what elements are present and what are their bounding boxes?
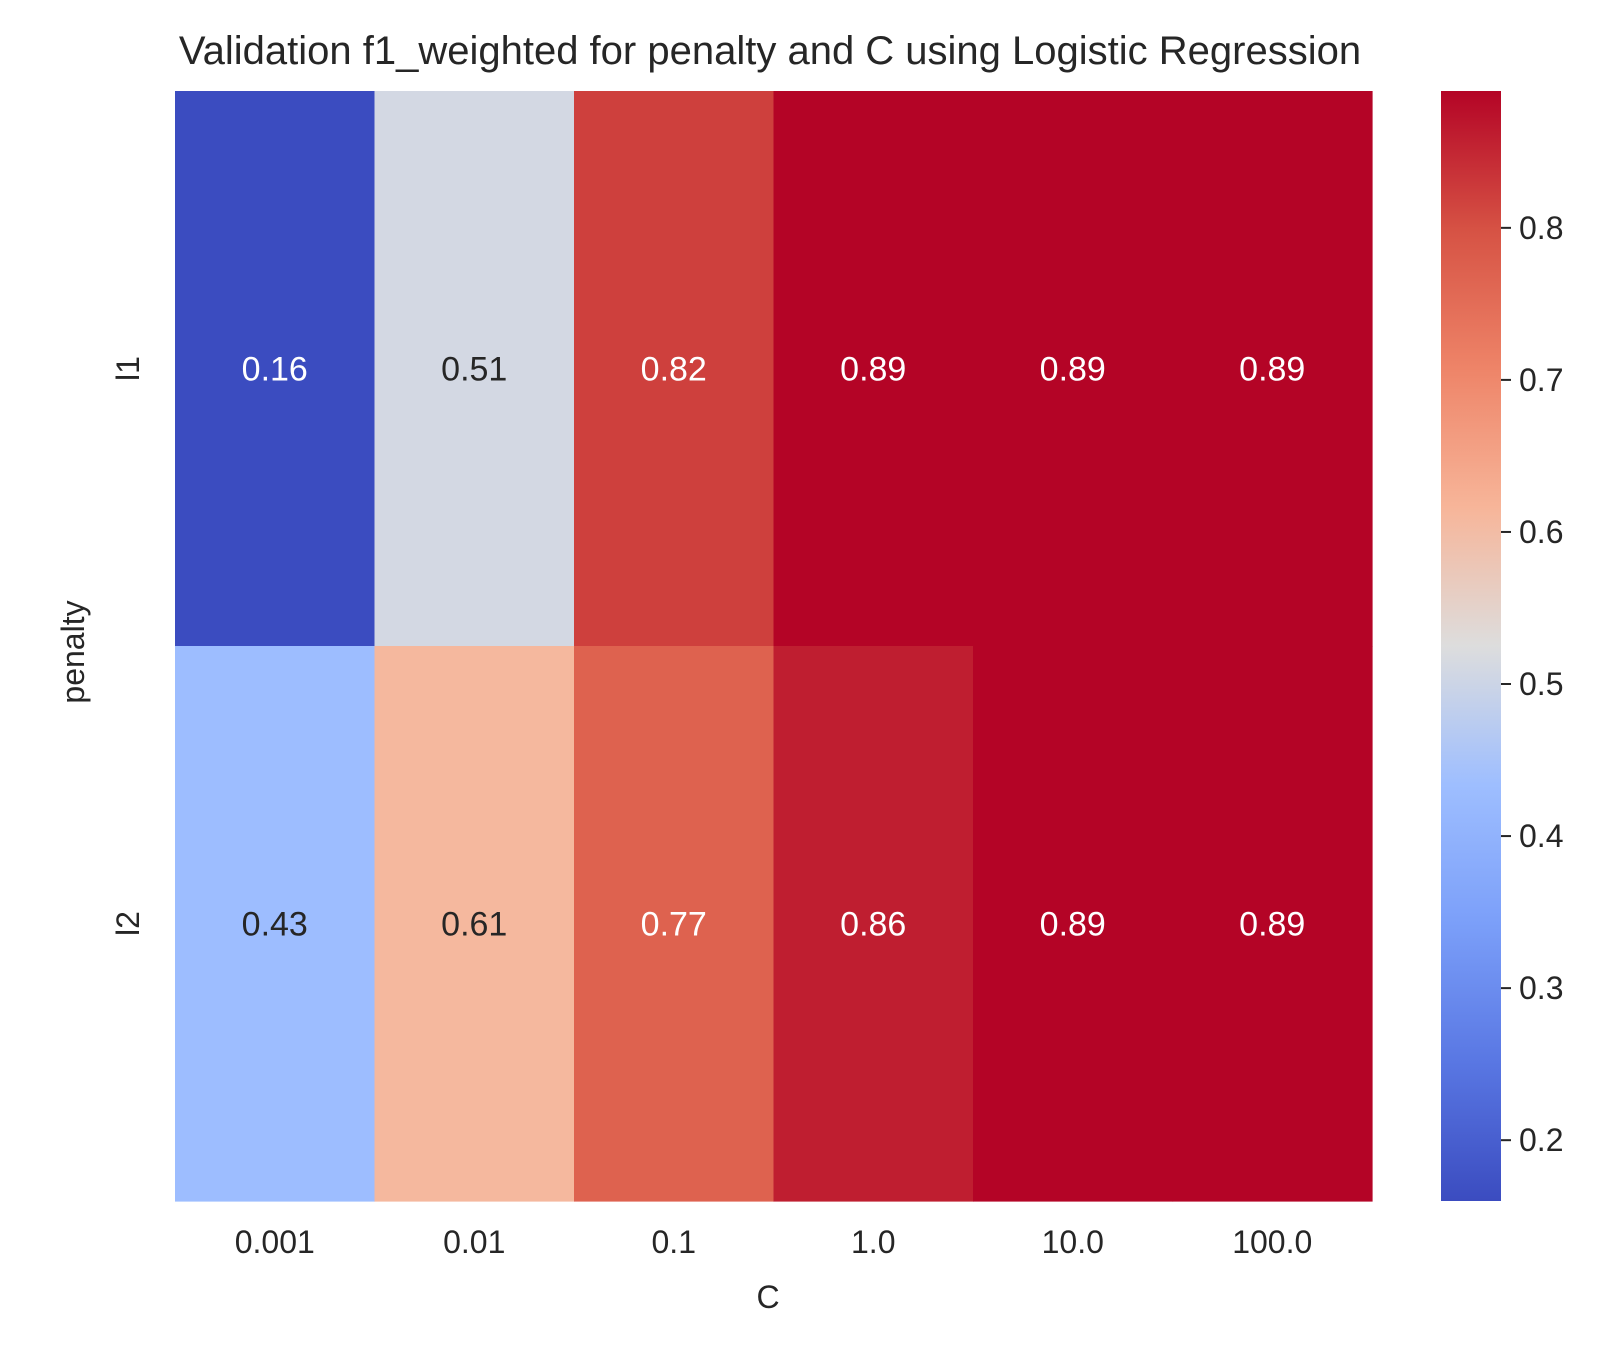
chart-title: Validation f1_weighted for penalty and C… bbox=[179, 29, 1361, 73]
heatmap-cell-l2-10.0 bbox=[973, 646, 1174, 1202]
heatmap-cell-l1-0.01 bbox=[374, 91, 575, 647]
cell-value-label: 0.77 bbox=[641, 906, 707, 944]
heatmap-cell-l1-100.0 bbox=[1172, 91, 1373, 647]
y-tick-labels: l1 l2 bbox=[110, 356, 146, 936]
cell-value-label: 0.51 bbox=[441, 351, 507, 389]
cell-value-label: 0.89 bbox=[1239, 906, 1305, 944]
heatmap-cell-l1-0.1 bbox=[574, 91, 775, 647]
heatmap-cell-l2-0.1 bbox=[574, 646, 775, 1202]
x-tick-label: 0.01 bbox=[443, 1224, 505, 1260]
x-tick-label: 100.0 bbox=[1232, 1224, 1312, 1260]
x-tick-labels: 0.001 0.01 0.1 1.0 10.0 100.0 bbox=[235, 1224, 1313, 1260]
y-tick-label: l1 bbox=[110, 356, 146, 381]
colorbar-tick-label: 0.4 bbox=[1519, 818, 1563, 854]
heatmap-cell-l2-0.01 bbox=[374, 646, 575, 1202]
heatmap-cell-l2-1.0 bbox=[773, 646, 974, 1202]
x-tick-label: 0.1 bbox=[652, 1224, 696, 1260]
cell-value-label: 0.16 bbox=[242, 351, 308, 389]
colorbar-tick-label: 0.3 bbox=[1519, 970, 1563, 1006]
cell-value-label: 0.86 bbox=[840, 906, 906, 944]
heatmap-cell-l1-1.0 bbox=[773, 91, 974, 647]
heatmap-cell-l2-0.001 bbox=[175, 646, 376, 1202]
heatmap-cell-labels: 0.16 0.51 0.82 0.89 0.89 0.89 0.43 0.61 0.77 0.86… bbox=[242, 351, 1306, 944]
heatmap-cell-l2-100.0 bbox=[1172, 646, 1373, 1202]
cell-value-label: 0.89 bbox=[1239, 351, 1305, 389]
colorbar bbox=[1441, 91, 1501, 1201]
cell-value-label: 0.43 bbox=[242, 906, 308, 944]
colorbar-tick-label: 0.5 bbox=[1519, 666, 1563, 702]
colorbar-tick-label: 0.6 bbox=[1519, 514, 1563, 550]
x-axis-label: C bbox=[756, 1279, 779, 1315]
x-tick-label: 0.001 bbox=[235, 1224, 315, 1260]
y-axis-label: penalty bbox=[55, 600, 91, 703]
cell-value-label: 0.89 bbox=[1040, 906, 1106, 944]
x-tick-label: 10.0 bbox=[1042, 1224, 1104, 1260]
heatmap-cell-l1-0.001 bbox=[175, 91, 376, 647]
cell-value-label: 0.89 bbox=[1040, 351, 1106, 389]
x-tick-label: 1.0 bbox=[851, 1224, 895, 1260]
cell-value-label: 0.82 bbox=[641, 351, 707, 389]
y-tick-label: l2 bbox=[110, 911, 146, 936]
heatmap-cells bbox=[175, 91, 1373, 1202]
cell-value-label: 0.61 bbox=[441, 906, 507, 944]
colorbar-ticks: 0.2 0.3 0.4 0.5 0.6 0.7 0.8 bbox=[1501, 210, 1563, 1158]
cell-value-label: 0.89 bbox=[840, 351, 906, 389]
colorbar-tick-label: 0.8 bbox=[1519, 210, 1563, 246]
heatmap-cell-l1-10.0 bbox=[973, 91, 1174, 647]
colorbar-tick-label: 0.7 bbox=[1519, 362, 1563, 398]
colorbar-tick-label: 0.2 bbox=[1519, 1122, 1563, 1158]
